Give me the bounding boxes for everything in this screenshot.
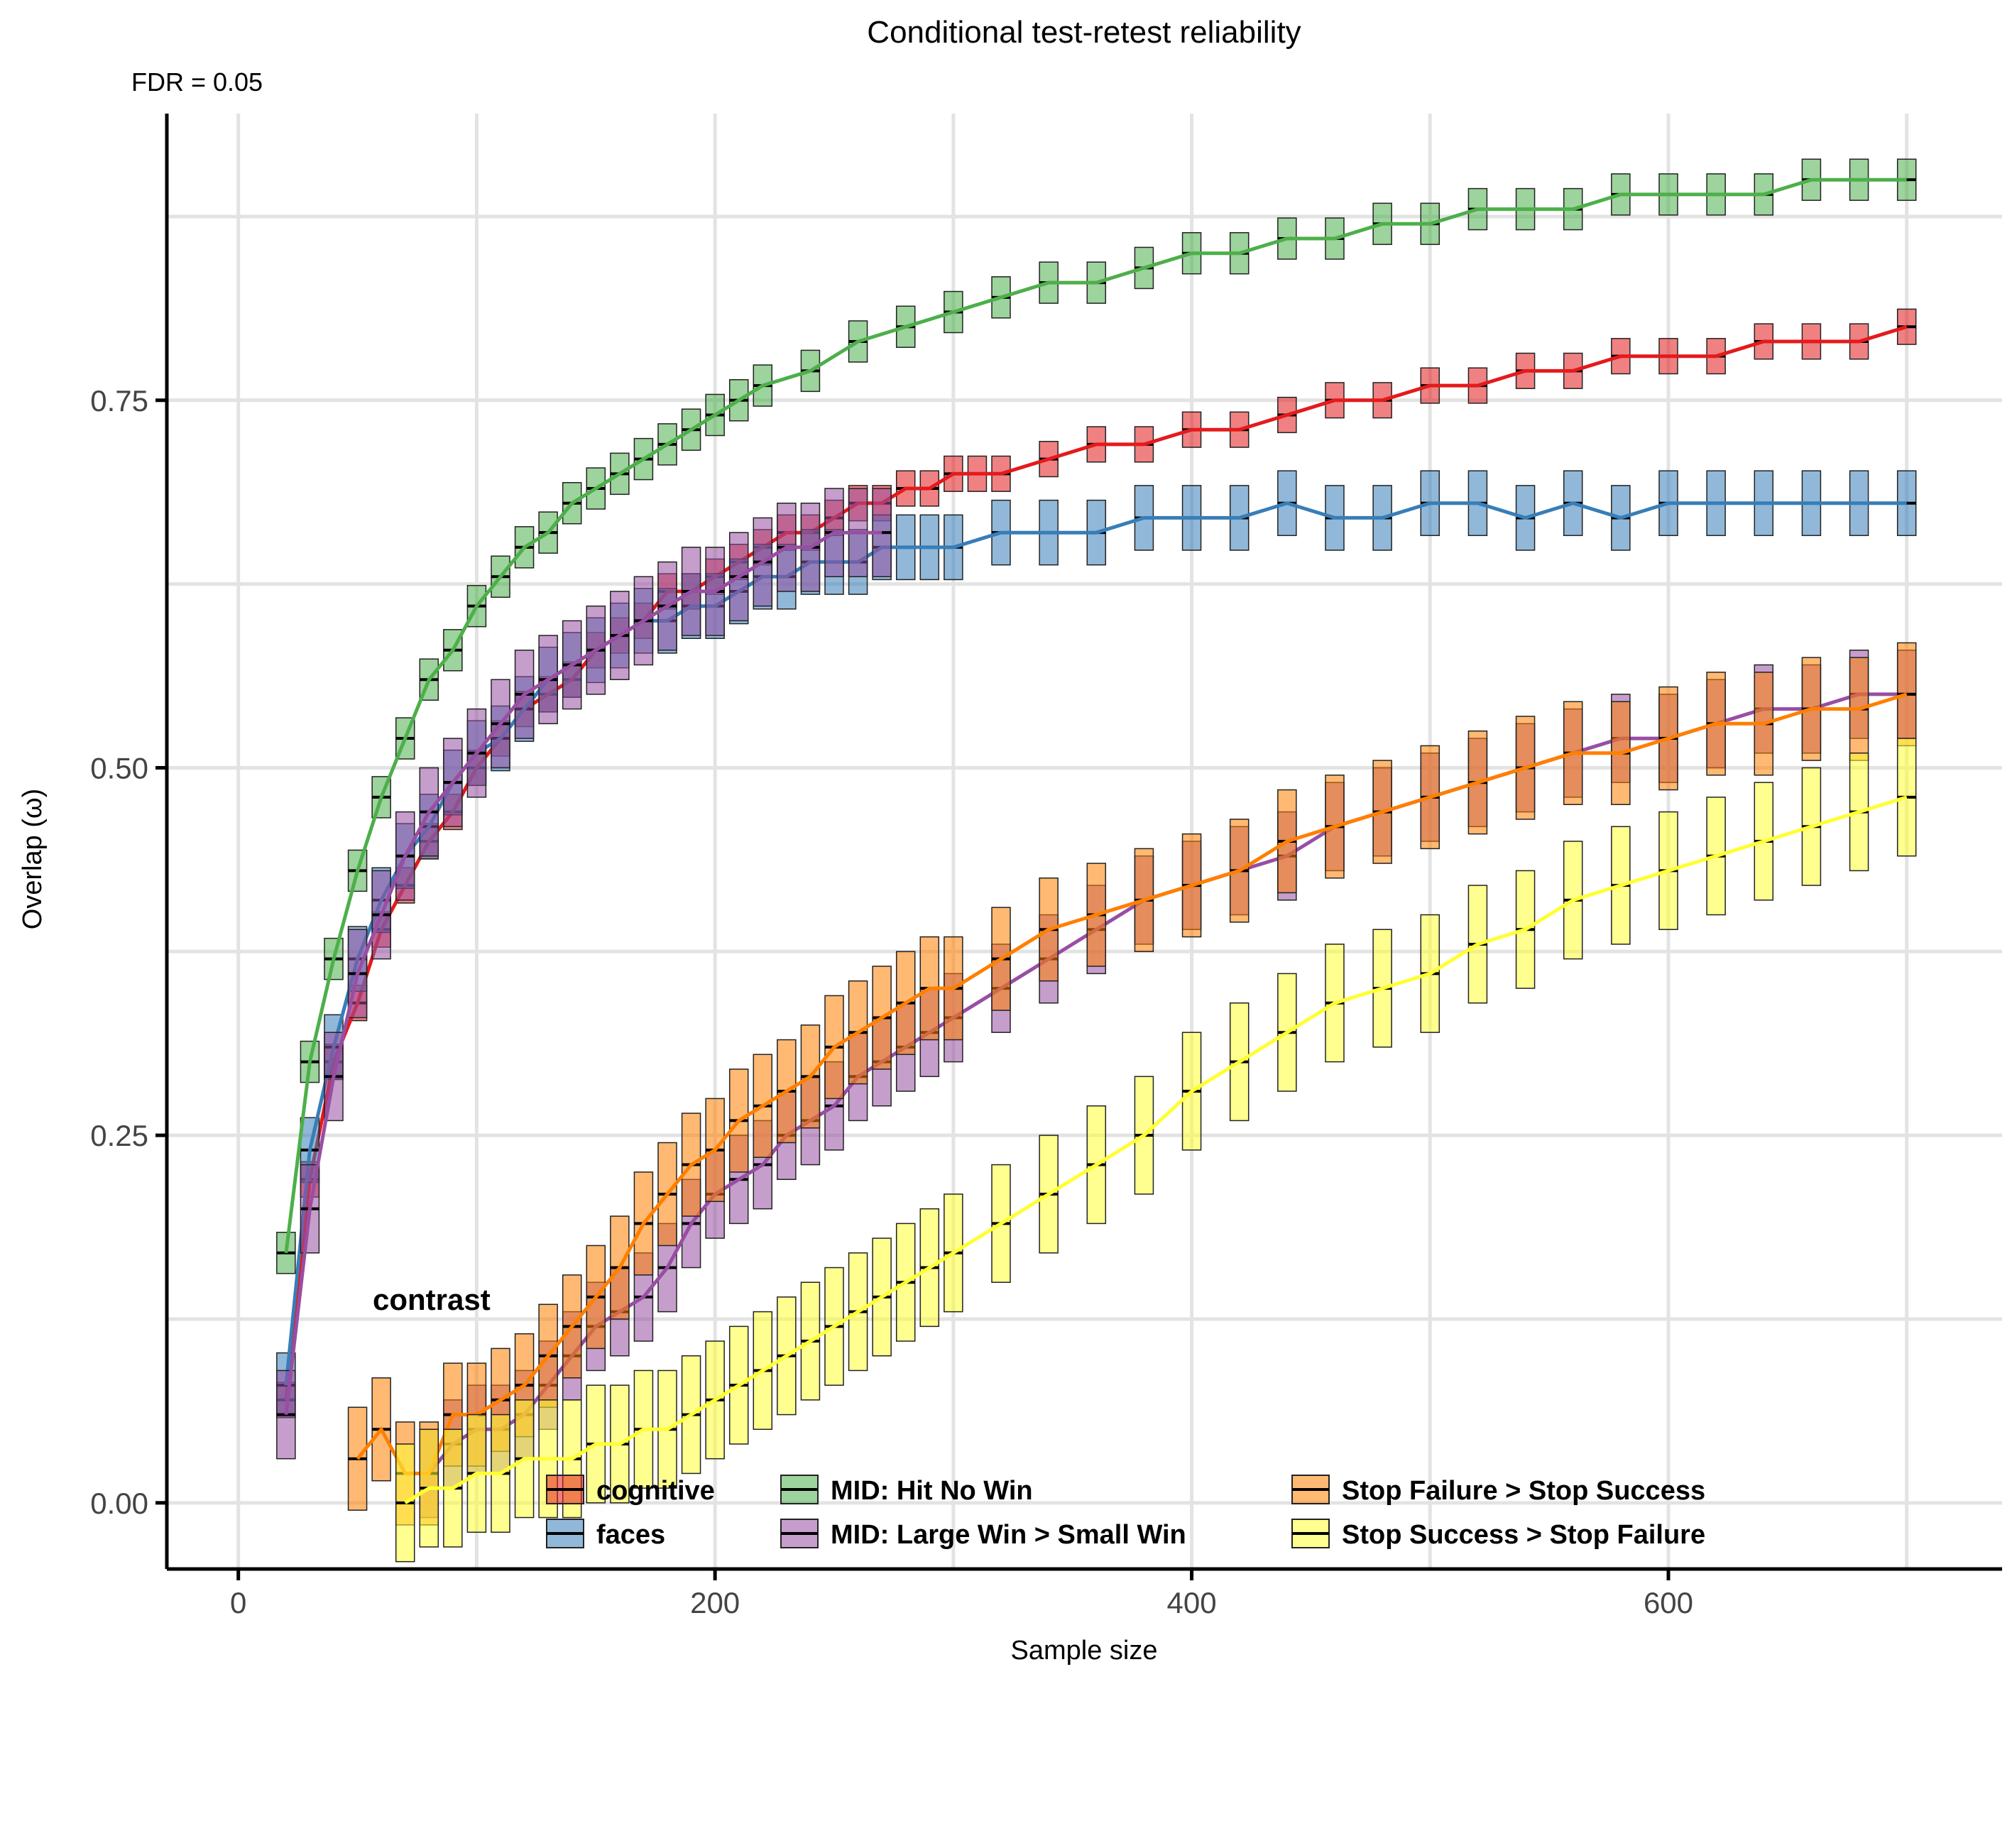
x-tick-label: 200: [690, 1586, 740, 1619]
legend: contrast cognitive faces MID: Hit No Win MI…: [373, 1283, 1705, 1550]
legend-label: Stop Success > Stop Failure: [1342, 1520, 1705, 1550]
series-line: [404, 795, 1908, 1504]
legend-entry: cognitive: [546, 1475, 715, 1506]
x-tick-label: 600: [1644, 1586, 1693, 1619]
legend-entry: MID: Hit No Win: [780, 1475, 1033, 1506]
legend-label: cognitive: [596, 1476, 715, 1506]
series-line: [284, 530, 882, 1415]
legend-entry: MID: Large Win > Small Win: [780, 1519, 1186, 1550]
legend-entry: Stop Success > Stop Failure: [1291, 1519, 1705, 1550]
axes-layer: 0 200 400 600 0.00 0.25 0.50 0.75: [90, 114, 2002, 1619]
legend-entry: Stop Failure > Stop Success: [1291, 1475, 1705, 1506]
legend-title: contrast: [373, 1283, 491, 1316]
legend-label: faces: [596, 1520, 665, 1550]
legend-label: Stop Failure > Stop Success: [1342, 1476, 1705, 1506]
y-tick-label: 0.00: [90, 1487, 148, 1520]
series-layer: [276, 158, 1917, 1563]
series-2: [276, 158, 1917, 1274]
series-line: [356, 692, 1908, 1475]
y-axis-label: Overlap (ω): [18, 789, 48, 930]
series-5: [395, 738, 1917, 1563]
legend-entry: faces: [546, 1519, 665, 1550]
legend-label: MID: Hit No Win: [831, 1476, 1033, 1506]
x-tick-label: 0: [230, 1586, 246, 1619]
legend-label: MID: Large Win > Small Win: [831, 1520, 1186, 1550]
chart-title: Conditional test-retest reliability: [867, 15, 1301, 50]
x-axis-label: Sample size: [1011, 1636, 1158, 1666]
y-tick-label: 0.75: [90, 384, 148, 417]
x-tick-label: 400: [1167, 1586, 1217, 1619]
chart-subtitle: FDR = 0.05: [131, 67, 263, 97]
y-tick-label: 0.25: [90, 1119, 148, 1152]
series-line: [284, 177, 1907, 1254]
y-tick-label: 0.50: [90, 751, 148, 784]
